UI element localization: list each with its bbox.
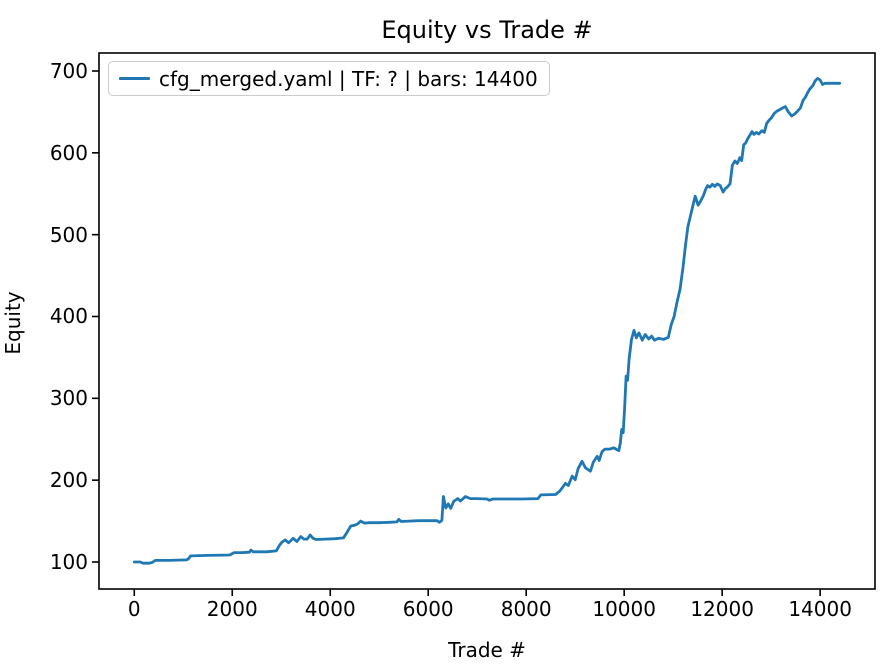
x-tick-label: 2000 <box>206 597 258 621</box>
y-tick-label: 100 <box>49 549 88 574</box>
y-tick-label: 200 <box>49 468 88 493</box>
y-axis-label: Equity <box>1 291 25 355</box>
chart-title: Equity vs Trade # <box>381 16 593 44</box>
y-tick-label: 300 <box>49 386 88 411</box>
x-axis-label: Trade # <box>448 638 526 662</box>
x-tick-label: 14000 <box>788 597 852 621</box>
x-tick-label: 4000 <box>304 597 356 621</box>
y-tick-label: 700 <box>49 59 88 83</box>
legend: cfg_merged.yaml | TF: ? | bars: 14400 <box>108 61 550 96</box>
x-tick-label: 12000 <box>690 597 754 621</box>
axis-ticks <box>92 70 821 596</box>
y-tick-label: 600 <box>49 140 88 165</box>
x-tick-label: 10000 <box>592 597 656 621</box>
x-tick-label: 0 <box>127 597 141 621</box>
x-tick-label: 6000 <box>402 597 454 621</box>
legend-line-sample <box>119 77 150 80</box>
plot-frame <box>98 52 876 590</box>
x-tick-label: 8000 <box>500 597 552 621</box>
y-tick-label: 400 <box>49 304 88 329</box>
legend-label: cfg_merged.yaml | TF: ? | bars: 14400 <box>159 66 538 91</box>
y-tick-label: 500 <box>49 222 88 247</box>
equity-line <box>132 77 842 565</box>
